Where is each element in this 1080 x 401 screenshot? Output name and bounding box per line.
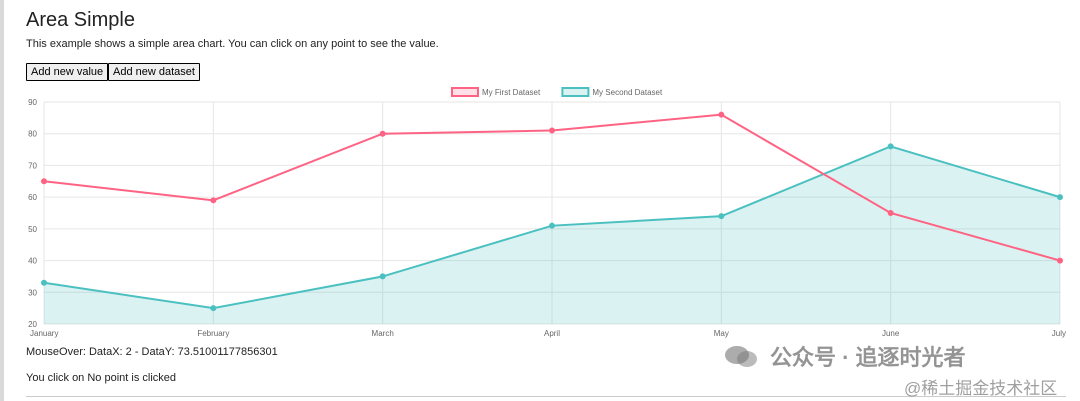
add-new-dataset-button[interactable]: Add new dataset	[108, 63, 200, 81]
legend-swatch	[451, 87, 479, 97]
x-tick-label: June	[882, 329, 900, 338]
watermark-account: 公众号 · 追逐时光者	[770, 345, 966, 370]
data-point	[549, 222, 555, 229]
y-tick-label: 50	[28, 225, 37, 234]
y-tick-label: 90	[28, 98, 37, 107]
mouseover-status: MouseOver: DataX: 2 - DataY: 73.51001177…	[26, 346, 278, 358]
y-tick-label: 30	[28, 288, 37, 297]
page-title: Area Simple	[26, 9, 135, 31]
data-point	[887, 143, 894, 150]
data-point	[210, 305, 217, 312]
y-tick-label: 70	[28, 161, 37, 170]
data-point	[718, 111, 725, 118]
wechat-icon	[725, 346, 757, 367]
data-point	[1057, 257, 1063, 264]
x-tick-label: January	[30, 329, 58, 338]
series-area	[44, 146, 1060, 324]
legend-swatch	[561, 87, 590, 97]
data-point	[41, 279, 47, 286]
y-tick-label: 80	[28, 130, 37, 139]
data-point	[718, 213, 725, 220]
y-tick-label: 60	[28, 193, 37, 202]
data-point	[1057, 194, 1063, 201]
x-tick-label: March	[372, 329, 394, 338]
page-description: This example shows a simple area chart. …	[26, 38, 439, 50]
add-new-value-button[interactable]: Add new value	[26, 63, 109, 81]
data-point	[379, 273, 386, 280]
data-point	[379, 130, 386, 137]
divider	[26, 396, 1066, 397]
x-tick-label: April	[544, 329, 560, 338]
data-point	[210, 197, 217, 204]
y-tick-label: 20	[28, 320, 37, 329]
data-point	[549, 127, 555, 134]
legend-label: My Second Dataset	[592, 88, 663, 97]
area-chart[interactable]: 20 30 40 50 60 70 80 90 January February March Apri…	[0, 80, 1080, 345]
y-tick-label: 40	[28, 257, 37, 266]
data-point	[887, 210, 894, 216]
watermark-community: @稀土掘金技术社区	[904, 379, 1058, 398]
x-tick-label: May	[714, 329, 729, 338]
legend-label: My First Dataset	[482, 88, 541, 97]
data-point	[41, 178, 47, 185]
click-status: You click on No point is clicked	[26, 372, 177, 384]
scrollbar-edge	[0, 0, 4, 401]
x-tick-label: February	[197, 329, 229, 338]
x-tick-label: July	[1052, 329, 1066, 338]
